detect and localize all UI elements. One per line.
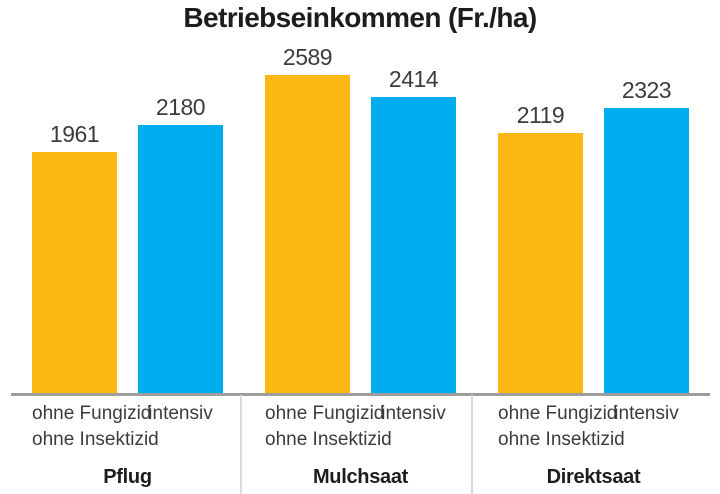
label-pair: ohne Fungizid ohne Insektizid intensiv (265, 401, 456, 453)
plot-area: 1961 2180 2589 2414 2119 (11, 36, 710, 393)
series-label-right: intensiv (614, 403, 679, 424)
bar-group-mulchsaat: 2589 2414 (244, 36, 477, 393)
chart-title: Betriebseinkommen (Fr./ha) (183, 2, 537, 33)
bar-value-label: 2323 (621, 77, 672, 103)
label-line2: ohne Insektizid (265, 429, 392, 450)
bar-mulchsaat-intensiv (371, 97, 456, 393)
label-pair: ohne Fungizid ohne Insektizid intensiv (498, 401, 689, 453)
bar-group-pflug: 1961 2180 (11, 36, 244, 393)
group-divider (471, 395, 473, 494)
bar-pflug-ohne-fungizid (32, 152, 117, 393)
label-line2: ohne Insektizid (32, 429, 159, 450)
label-group-mulchsaat: ohne Fungizid ohne Insektizid intensiv M… (244, 401, 477, 494)
bar-column: 2180 (138, 94, 223, 393)
bar-value-label: 2589 (282, 44, 333, 70)
bar-pflug-intensiv (138, 125, 223, 393)
bar-value-label: 2180 (155, 94, 206, 120)
bar-direktsaat-intensiv (604, 108, 689, 393)
category-label-direktsaat: Direktsaat (546, 466, 641, 488)
bar-column: 2323 (604, 77, 689, 393)
bar-mulchsaat-ohne-fungizid (265, 75, 350, 393)
bar-group-direktsaat: 2119 2323 (477, 36, 710, 393)
bar-direktsaat-ohne-fungizid (498, 133, 583, 393)
bar-column: 2414 (371, 66, 456, 393)
bar-value-label: 1961 (49, 121, 100, 147)
series-label-left: ohne Fungizid ohne Insektizid (498, 401, 625, 453)
bar-column: 2119 (498, 102, 583, 393)
label-group-pflug: ohne Fungizid ohne Insektizid intensiv P… (11, 401, 244, 494)
bar-column: 2589 (265, 44, 350, 393)
category-label-pflug: Pflug (103, 466, 152, 488)
x-axis-line (11, 393, 710, 396)
label-line1: ohne Fungizid (265, 403, 385, 424)
bar-column: 1961 (32, 121, 117, 393)
label-pair: ohne Fungizid ohne Insektizid intensiv (32, 401, 223, 453)
label-group-direktsaat: ohne Fungizid ohne Insektizid intensiv D… (477, 401, 710, 494)
axis-labels-row: ohne Fungizid ohne Insektizid intensiv P… (11, 401, 710, 494)
series-label-left: ohne Fungizid ohne Insektizid (265, 401, 392, 453)
series-label-left: ohne Fungizid ohne Insektizid (32, 401, 159, 453)
series-label-right: intensiv (148, 403, 213, 424)
group-divider (240, 395, 242, 494)
bar-value-label: 2414 (388, 66, 439, 92)
label-line1: ohne Fungizid (32, 403, 152, 424)
label-line1: ohne Fungizid (498, 403, 618, 424)
label-line2: ohne Insektizid (498, 429, 625, 450)
category-label-mulchsaat: Mulchsaat (312, 466, 409, 488)
series-label-right: intensiv (381, 403, 446, 424)
bar-value-label: 2119 (516, 102, 565, 128)
